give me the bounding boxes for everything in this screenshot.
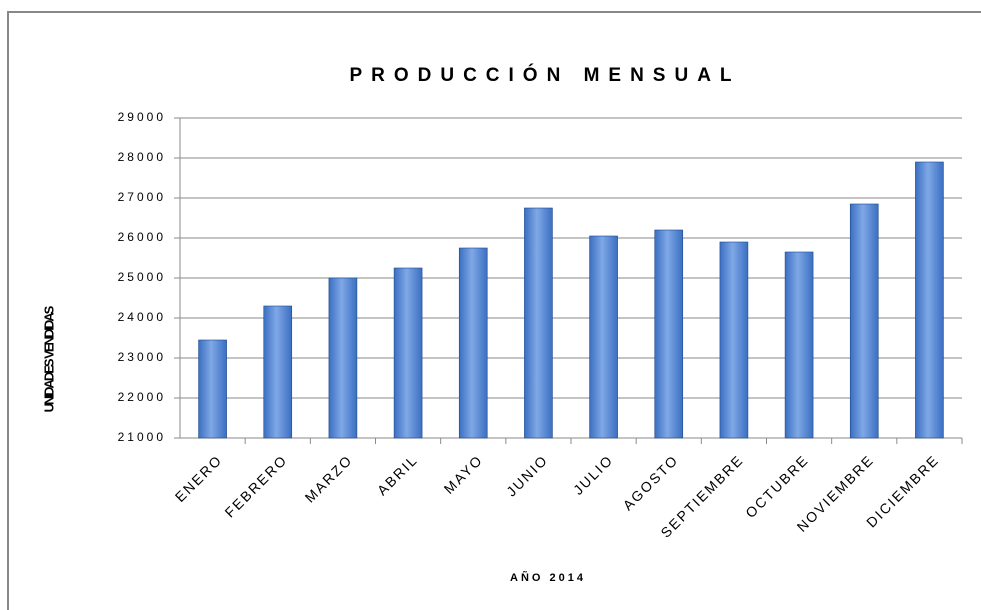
y-tick-label: 25000 (118, 270, 166, 284)
chart-frame (7, 11, 981, 610)
x-tick-label: AGOSTO (620, 451, 682, 513)
bar (458, 247, 488, 439)
x-tick-label: MAYO (441, 451, 486, 496)
x-tick-label: JUNIO (503, 451, 551, 499)
x-tick-label: ABRIL (374, 451, 421, 498)
y-tick-label: 22000 (118, 390, 166, 404)
y-tick-label: 24000 (118, 310, 166, 324)
bar (784, 251, 814, 439)
y-tick-label: 26000 (118, 230, 166, 244)
x-tick-label: MARZO (302, 451, 356, 505)
bar (524, 207, 553, 439)
bar (198, 339, 227, 439)
bar (915, 161, 944, 439)
y-tick-label: 21000 (118, 430, 166, 444)
x-axis-label: AÑO 2014 (510, 571, 586, 584)
x-tick-label: ENERO (172, 451, 226, 505)
x-tick-label: JULIO (570, 451, 616, 497)
bar (849, 203, 879, 439)
y-tick-label: 28000 (118, 150, 166, 164)
x-tick-label: OCTUBRE (742, 451, 812, 521)
bar (589, 235, 618, 439)
y-tick-label: 27000 (118, 190, 166, 204)
bar (328, 277, 358, 439)
bar (719, 241, 749, 439)
y-tick-label: 29000 (118, 110, 166, 124)
bar (263, 305, 293, 439)
chart-title: PRODUCCIÓN MENSUAL (349, 64, 740, 86)
bar (654, 229, 684, 439)
y-tick-label: 23000 (118, 350, 166, 364)
y-axis-label: UNIDADES VENDIDAS (41, 305, 56, 412)
bar (393, 267, 423, 439)
x-tick-label: FEBRERO (221, 451, 290, 520)
